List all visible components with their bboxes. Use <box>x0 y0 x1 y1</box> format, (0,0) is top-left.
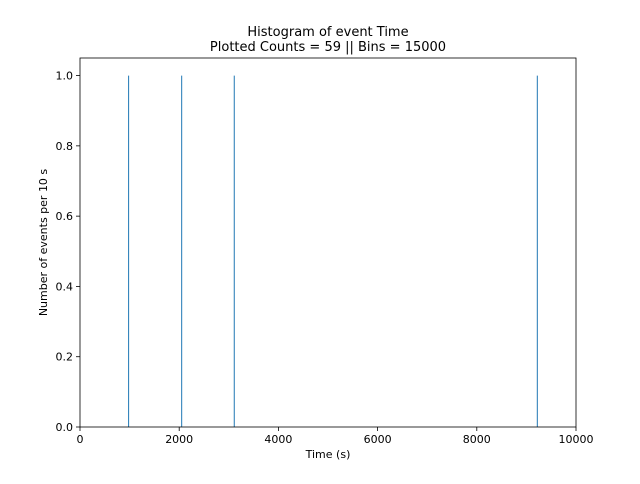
chart-title-line1: Histogram of event Time <box>247 25 408 40</box>
y-tick-label: 0.2 <box>56 351 74 364</box>
plot-area-frame <box>79 57 577 428</box>
y-axis-label: Number of events per 10 s <box>37 169 50 317</box>
y-tick-label: 1.0 <box>56 70 74 83</box>
x-tick-label: 6000 <box>364 433 392 446</box>
axis-ticks-group: 0 2000 4000 6000 8000 10000 0.0 0.2 0.4 0.6 0.8 1.0 <box>56 70 594 446</box>
x-axis-label: Time (s) <box>305 448 351 461</box>
y-tick-label: 0.4 <box>56 280 74 293</box>
bars-group <box>128 75 538 427</box>
y-tick-label: 0.0 <box>56 421 74 434</box>
x-tick-label: 8000 <box>463 433 491 446</box>
y-tick-label: 0.8 <box>56 140 74 153</box>
chart-title-line2: Plotted Counts = 59 || Bins = 15000 <box>210 40 446 55</box>
y-tick-label: 0.6 <box>56 210 74 223</box>
x-tick-label: 2000 <box>165 433 193 446</box>
x-tick-label: 0 <box>77 433 84 446</box>
x-tick-label: 10000 <box>559 433 594 446</box>
x-tick-label: 4000 <box>264 433 292 446</box>
